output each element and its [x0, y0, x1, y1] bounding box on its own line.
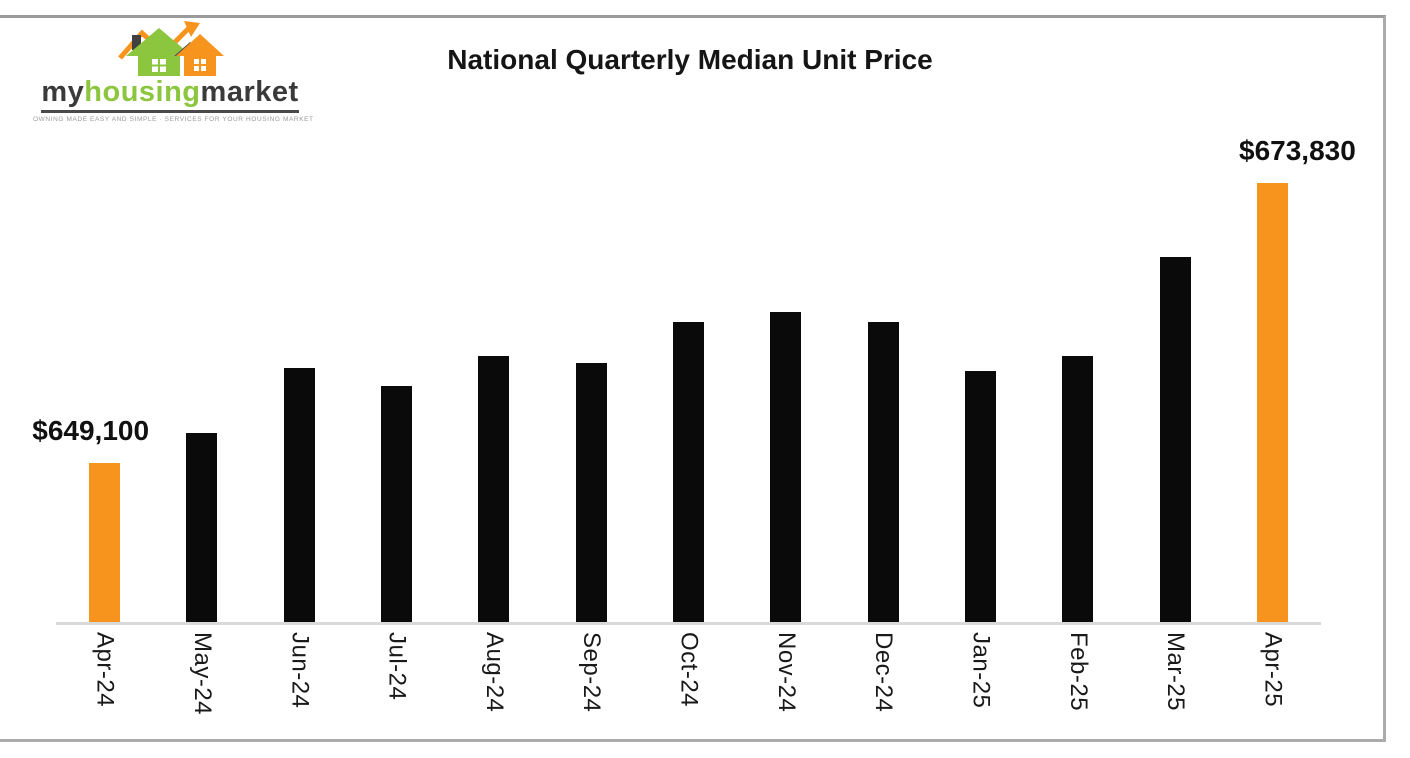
data-label: $673,830: [1239, 135, 1356, 166]
x-axis-label: Jan-25: [967, 632, 995, 709]
bar: [186, 433, 218, 623]
x-axis-label: Apr-24: [91, 632, 119, 708]
bar-slot: [445, 113, 542, 623]
x-axis-label-slot: Dec-24: [835, 632, 932, 715]
x-axis-label-slot: Aug-24: [445, 632, 542, 715]
x-axis-label: Apr-25: [1259, 632, 1287, 708]
chart-title: National Quarterly Median Unit Price: [447, 44, 933, 75]
houses-logo-icon: [118, 21, 224, 76]
bar-slot: [543, 113, 640, 623]
bar-slot: [348, 113, 445, 623]
logo-tagline: OWNING MADE EASY AND SIMPLE · SERVICES F…: [33, 116, 314, 123]
x-axis-label-slot: Nov-24: [737, 632, 834, 715]
x-axis-label: Sep-24: [578, 632, 606, 713]
bar-slot: [932, 113, 1029, 623]
bar-slot: [251, 113, 348, 623]
bar-highlighted: $673,830: [1239, 135, 1356, 623]
x-axis-label: Nov-24: [772, 632, 800, 713]
data-label: $649,100: [32, 415, 150, 446]
x-axis-label-slot: Mar-25: [1126, 632, 1223, 715]
bar: [867, 322, 899, 623]
x-axis-label-slot: Apr-24: [56, 632, 153, 715]
bar: [478, 356, 510, 623]
bar-slot: [1126, 113, 1223, 623]
x-axis-label: Dec-24: [870, 632, 898, 713]
logo-word-housing: housing: [84, 76, 201, 108]
bar-slot: $673,830: [1224, 113, 1356, 623]
bar-slot: [737, 113, 834, 623]
x-axis-label: May-24: [188, 632, 216, 716]
x-axis-label: Oct-24: [675, 632, 703, 708]
bar-slot: [153, 113, 250, 623]
x-axis-label: Aug-24: [480, 632, 508, 713]
myhousingmarket-logo: myhousingmarket OWNING MADE EASY AND SIM…: [33, 20, 314, 123]
plot-area: $649,100 $673,830: [32, 113, 1356, 623]
bar: [1159, 257, 1191, 623]
bar-slot: $649,100: [32, 113, 153, 623]
logo-wordmark: myhousingmarket: [41, 76, 299, 113]
bar-highlighted: $649,100: [32, 415, 149, 623]
x-axis-label: Jul-24: [383, 632, 411, 701]
x-axis-label: Jun-24: [286, 632, 314, 709]
logo-word-market: market: [200, 76, 299, 108]
x-axis-label-slot: Jan-25: [932, 632, 1029, 715]
x-axis-label-slot: Jul-24: [348, 632, 445, 715]
x-axis-label: Mar-25: [1162, 632, 1190, 712]
x-axis-label-slot: Apr-25: [1224, 632, 1321, 715]
bar: [283, 368, 315, 623]
x-axis-label-slot: Jun-24: [251, 632, 348, 715]
x-axis-label-slot: Sep-24: [543, 632, 640, 715]
x-axis-line: [56, 622, 1321, 625]
bar: [1062, 356, 1094, 623]
bar: [381, 386, 413, 623]
x-axis-label-slot: Feb-25: [1029, 632, 1126, 715]
x-axis-label-slot: May-24: [153, 632, 250, 715]
bar-slot: [835, 113, 932, 623]
bar: [575, 363, 607, 623]
x-axis-label-slot: Oct-24: [640, 632, 737, 715]
x-axis-labels: Apr-24 May-24 Jun-24 Jul-24 Aug-24 Sep-24 Oct-…: [56, 632, 1321, 715]
bar: [964, 371, 996, 623]
bar: [673, 322, 705, 623]
chart-border-frame: [0, 15, 1386, 742]
bar-slot: [1029, 113, 1126, 623]
bar: [770, 312, 802, 623]
bar-slot: [640, 113, 737, 623]
logo-word-my: my: [41, 76, 85, 108]
x-axis-label: Feb-25: [1064, 632, 1092, 712]
